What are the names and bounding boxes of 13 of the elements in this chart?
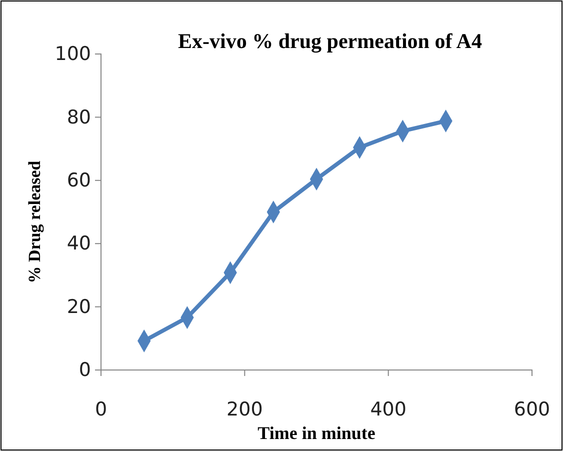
chart-title: Ex-vivo % drug permeation of A4 [178,29,482,53]
y-axis-title: % Drug released [25,160,44,284]
x-tick-label: 400 [370,398,406,420]
y-tick-label: 0 [78,359,91,382]
y-tick-label: 40 [66,232,91,255]
x-tick-label: 600 [514,398,550,420]
y-tick-label: 60 [66,169,91,192]
x-tick-label: 200 [226,398,263,420]
y-tick-label: 20 [66,296,91,318]
x-tick-label: 0 [94,398,108,420]
y-tick-label: 100 [54,43,91,66]
y-tick-label: 80 [66,106,91,128]
x-axis-title: Time in minute [258,423,376,443]
